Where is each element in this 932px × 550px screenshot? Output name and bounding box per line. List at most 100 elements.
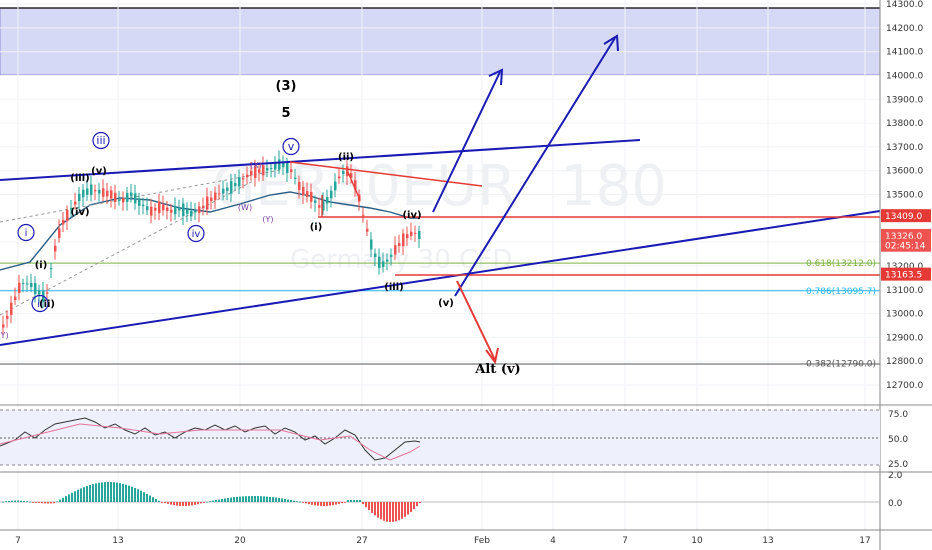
macd-bar [50, 502, 52, 504]
macd-panel: 2.0 0.0 [0, 471, 932, 522]
macd-bar [26, 501, 28, 503]
macd-bar [185, 502, 187, 506]
wave-label: (v) [438, 298, 454, 309]
macd-bar [407, 502, 409, 515]
candle-body [230, 180, 233, 194]
candle-body [322, 201, 325, 211]
macd-bar [8, 500, 10, 502]
candle-body [50, 268, 53, 270]
wave-label: Alt (v) [474, 362, 520, 377]
candle-body [106, 190, 109, 197]
macd-bar [155, 499, 157, 502]
candle-body [266, 168, 269, 171]
macd-histogram [2, 482, 421, 522]
upper-trendline[interactable] [0, 139, 641, 181]
wave-circle [31, 294, 49, 313]
macd-bar [71, 492, 73, 502]
candle-body [370, 239, 373, 250]
candle-body [270, 168, 273, 170]
candle-body [346, 166, 349, 177]
wave-label: ii [37, 299, 43, 310]
projection-arrow-long[interactable] [454, 37, 616, 297]
macd-bar [266, 496, 268, 502]
macd-bar [131, 486, 133, 502]
candle-body [294, 177, 297, 179]
price-tick: 12800.0 [886, 357, 923, 367]
candle-body [398, 243, 401, 246]
macd-bar [365, 502, 367, 508]
candle-body [114, 192, 117, 202]
macd-bar [98, 482, 100, 502]
candle-body [194, 210, 197, 213]
lower-trendline[interactable] [0, 210, 881, 346]
fib-label: 0.786(13095.7) [806, 287, 876, 297]
macd-bar [290, 500, 292, 502]
macd-bar [14, 500, 16, 502]
macd-bar [107, 482, 109, 502]
macd-bar [287, 499, 289, 502]
candle-body [102, 188, 105, 197]
candle-body [186, 209, 189, 214]
candle-body [82, 189, 85, 198]
candle-body [94, 190, 97, 192]
macd-bar [344, 502, 346, 503]
candle-body [158, 201, 161, 214]
macd-bar [116, 482, 118, 502]
macd-bar [203, 502, 205, 503]
price-tag: 13326.0 [885, 232, 922, 242]
macd-bar [80, 488, 82, 502]
macd-bar [236, 496, 238, 502]
macd-bar [326, 502, 328, 506]
candle-body [150, 206, 153, 216]
candle-body [142, 204, 145, 207]
candle-body [222, 188, 225, 194]
macd-bar [362, 502, 364, 505]
macd-bar [311, 502, 313, 505]
candle-body [74, 201, 77, 205]
macd-bar [5, 501, 7, 503]
candle-body [134, 193, 137, 204]
macd-bar [122, 483, 124, 502]
macd-bar [341, 502, 343, 504]
watermark-name: Germany 30 CFD [290, 245, 512, 275]
candle-body [410, 231, 413, 236]
price-tick: 14200.0 [886, 24, 923, 34]
candle-body [390, 254, 393, 257]
alt-arrow[interactable] [456, 280, 496, 361]
macd-bar [35, 502, 37, 503]
wave-label: (X) [250, 161, 262, 170]
macd-bar [65, 496, 67, 502]
macd-bar [398, 502, 400, 521]
red-trendline[interactable] [289, 161, 483, 187]
time-tick: Feb [474, 536, 490, 546]
candle-body [246, 174, 249, 178]
macd-bar [215, 500, 217, 502]
candle-body [182, 203, 185, 217]
macd-bar [89, 484, 91, 502]
candle-body [26, 283, 29, 285]
candle-body [254, 166, 257, 178]
candle-body [90, 184, 93, 195]
price-tag-bg [881, 267, 931, 281]
wave-circle [282, 137, 300, 156]
wave-label: (iv) [402, 210, 421, 221]
wave-circle [92, 131, 110, 150]
time-tick: 27 [356, 536, 367, 546]
candle-body [218, 193, 221, 195]
candle-body [178, 208, 181, 211]
wave-label: (ii) [338, 152, 354, 163]
macd-bar [254, 496, 256, 502]
price-tick: 14000.0 [886, 71, 923, 81]
macd-bar [218, 499, 220, 502]
candle-body [174, 206, 177, 215]
candle-body [130, 192, 133, 197]
macd-bar [356, 500, 358, 502]
candle-body [414, 232, 417, 234]
macd-bar [44, 502, 46, 504]
candle-body [418, 230, 421, 240]
projection-arrow-short[interactable] [432, 71, 501, 213]
price-tick: 14100.0 [886, 48, 923, 58]
macd-bar [404, 502, 406, 517]
price-tick: 13800.0 [886, 119, 923, 129]
